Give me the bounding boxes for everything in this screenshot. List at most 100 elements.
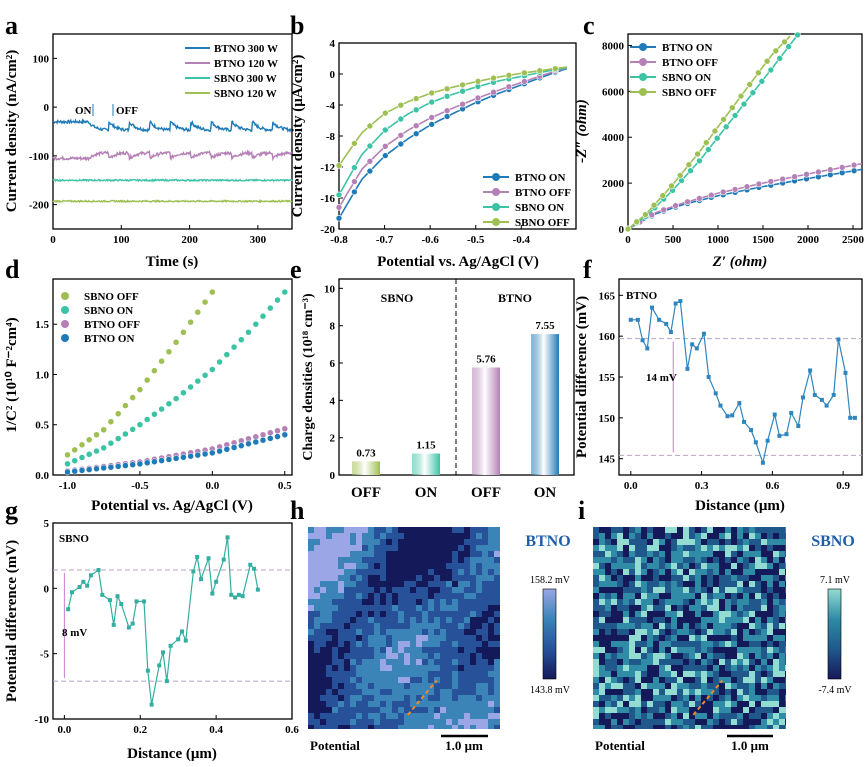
map-pixel	[446, 575, 452, 581]
map-pixel	[641, 641, 647, 647]
map-pixel	[470, 527, 476, 533]
map-pixel	[386, 539, 392, 545]
map-pixel	[743, 653, 749, 659]
map-pixel	[665, 575, 671, 581]
data-point	[78, 467, 86, 474]
profile-line	[630, 300, 855, 466]
map-pixel	[785, 701, 786, 707]
y-axis-label-d: 1/C² (10¹⁰ F⁻²cm⁴)	[4, 317, 20, 432]
map-pixel	[386, 557, 392, 563]
map-pixel	[713, 677, 719, 683]
map-pixel	[767, 659, 773, 665]
data-point	[209, 449, 216, 457]
profile-point	[157, 663, 162, 668]
map-pixel	[332, 545, 338, 551]
legend-label: SBNO ON	[515, 202, 564, 214]
map-pixel	[755, 605, 761, 611]
map-pixel	[695, 557, 701, 563]
profile-point	[725, 414, 730, 419]
map-pixel	[488, 569, 494, 575]
map-pixel	[689, 635, 695, 641]
map-pixel	[629, 563, 635, 569]
map-pixel	[767, 689, 773, 695]
map-pixel	[761, 695, 767, 701]
map-pixel	[779, 671, 785, 677]
y-tick-label: -16	[320, 193, 335, 205]
map-pixel	[494, 599, 500, 605]
map-pixel	[761, 557, 767, 563]
map-pixel	[332, 641, 338, 647]
map-pixel	[494, 569, 500, 575]
map-pixel	[605, 617, 611, 623]
map-pixel	[356, 653, 362, 659]
map-pixel	[446, 635, 452, 641]
map-pixel	[458, 695, 464, 701]
map-pixel	[695, 695, 701, 701]
map-pixel	[755, 617, 761, 623]
map-pixel	[749, 725, 755, 729]
map-pixel	[761, 527, 767, 533]
series-line	[52, 149, 293, 162]
profile-point	[777, 433, 782, 438]
map-pixel	[308, 593, 314, 599]
map-pixel	[464, 677, 470, 683]
profile-line-g	[66, 535, 260, 707]
data-point	[791, 173, 798, 180]
map-pixel	[707, 689, 713, 695]
map-pixel	[617, 563, 623, 569]
profile-point	[713, 391, 718, 396]
map-pixel	[755, 557, 761, 563]
map-pixel	[362, 653, 368, 659]
map-pixel	[761, 569, 767, 575]
map-pixel	[350, 707, 356, 713]
sample-label-f: BTNO	[626, 290, 658, 302]
y-axis-label-e: Charge densities (10¹⁸ cm⁻³)	[301, 293, 316, 461]
data-point	[687, 167, 694, 174]
map-pixel	[350, 647, 356, 653]
map-pixel	[629, 569, 635, 575]
map-pixel	[404, 557, 410, 563]
map-pixel	[380, 605, 386, 611]
map-pixel	[356, 725, 362, 729]
map-pixel	[440, 545, 446, 551]
map-pixel	[314, 563, 320, 569]
map-pixel	[767, 677, 773, 683]
map-pixel	[767, 653, 773, 659]
map-pixel	[635, 575, 641, 581]
map-pixel	[338, 539, 344, 545]
map-pixel	[653, 551, 659, 557]
map-pixel	[689, 677, 695, 683]
map-pixel	[362, 677, 368, 683]
map-pixel	[665, 569, 671, 575]
map-pixel	[470, 569, 476, 575]
map-pixel	[416, 707, 422, 713]
map-pixel	[434, 527, 440, 533]
panel-label-d: d	[5, 255, 20, 284]
map-pixel	[689, 545, 695, 551]
map-pixel	[689, 701, 695, 707]
map-pixel	[659, 713, 665, 719]
map-pixel	[476, 533, 482, 539]
map-pixel	[695, 653, 701, 659]
map-pixel	[386, 707, 392, 713]
map-pixel	[755, 599, 761, 605]
map-pixel	[332, 629, 338, 635]
map-pixel	[464, 569, 470, 575]
map-pixel	[392, 689, 398, 695]
map-pixel	[785, 551, 786, 557]
map-pixel	[641, 617, 647, 623]
data-point	[129, 461, 136, 468]
map-pixel	[653, 671, 659, 677]
map-pixel	[683, 551, 689, 557]
map-pixel	[344, 695, 350, 701]
map-pixel	[476, 641, 482, 647]
map-pixel	[647, 707, 653, 713]
map-pixel	[659, 641, 665, 647]
map-pixel	[749, 647, 755, 653]
map-pixel	[641, 527, 647, 533]
x-tick-label: 300	[250, 234, 267, 246]
map-pixel	[611, 617, 617, 623]
map-pixel	[785, 719, 786, 725]
map-pixel	[611, 605, 617, 611]
map-pixel	[482, 533, 488, 539]
